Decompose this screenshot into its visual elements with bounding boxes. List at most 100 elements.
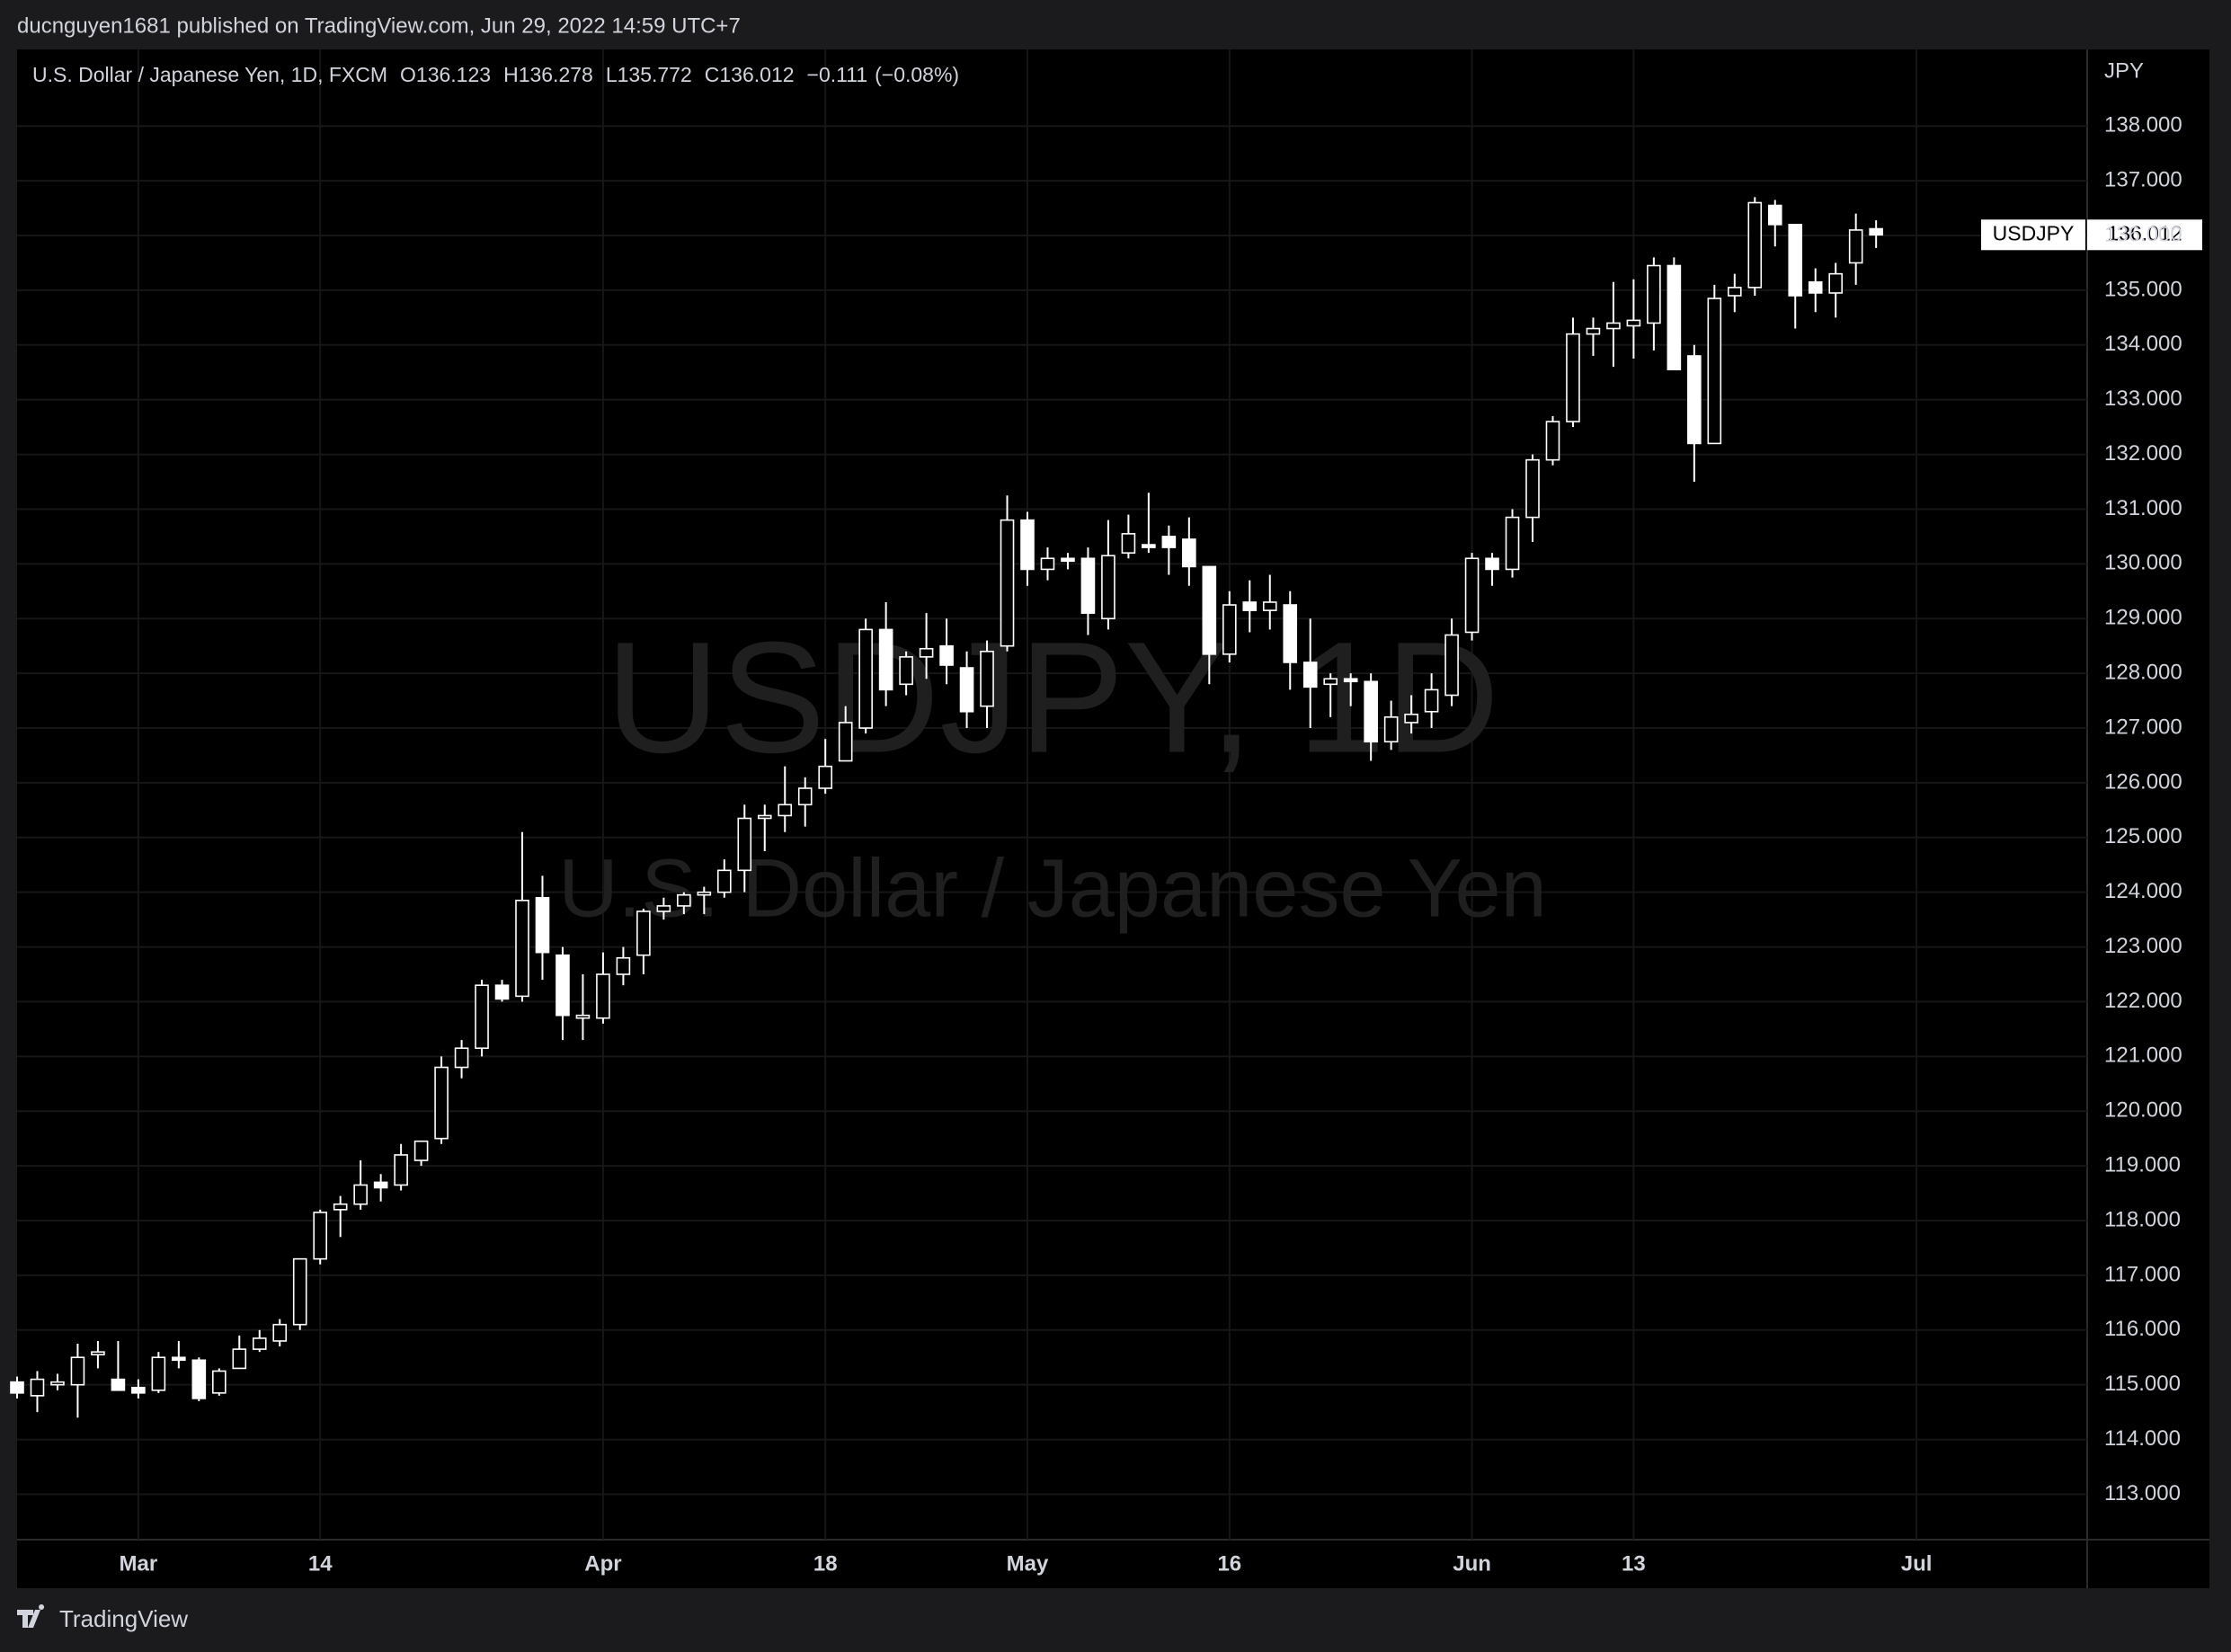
candle-body [70, 1356, 85, 1386]
tag-symbol: USDJPY [1993, 221, 2075, 244]
candle-body [1545, 421, 1560, 461]
candle-body [1464, 557, 1480, 634]
ohlc-value: 136.278 [519, 63, 593, 86]
candle-body [353, 1184, 368, 1205]
ohlc-prefix: H [503, 63, 519, 86]
price-tag: USDJPY 136.012 [1981, 219, 2202, 251]
candle-body [1808, 280, 1823, 294]
y-tick-label: 121.000 [2104, 1044, 2182, 1068]
candle-body [1040, 557, 1055, 571]
y-tick-label: 124.000 [2104, 879, 2182, 903]
watermark-subtitle: U.S. Dollar / Japanese Yen [558, 842, 1547, 934]
logo-icon [17, 1604, 45, 1628]
candle-body [1323, 678, 1338, 686]
candle-body [1707, 298, 1722, 445]
candle-body [575, 1014, 591, 1019]
time-axis-area [17, 1540, 2087, 1588]
candle-body [959, 667, 974, 713]
candle-body [1687, 355, 1702, 445]
candle-body [677, 893, 691, 907]
candle-body [434, 1066, 449, 1140]
candle-body [778, 804, 793, 817]
candle-body [1566, 333, 1580, 422]
candle-body [1485, 557, 1499, 571]
y-tick-label: 117.000 [2104, 1262, 2181, 1286]
candle-body [1606, 322, 1621, 330]
candle-body [1767, 204, 1782, 226]
candle-body [1121, 533, 1136, 554]
candle-body [313, 1212, 328, 1260]
candle-body [272, 1323, 288, 1342]
candle-body [191, 1359, 207, 1399]
candle-body [1182, 538, 1196, 568]
x-tick-label: 14 [308, 1551, 333, 1576]
candle-body [878, 628, 893, 691]
candle-body [818, 765, 833, 789]
y-tick-label: 129.000 [2104, 606, 2182, 630]
candle-body [656, 905, 671, 912]
y-tick-label: 116.000 [2104, 1317, 2181, 1341]
candle-body [697, 891, 712, 896]
candle-body [556, 954, 570, 1017]
y-tick-label: 115.000 [2104, 1372, 2181, 1396]
candle-body [1747, 201, 1763, 289]
candle-body [1667, 264, 1682, 370]
x-tick-label: 18 [813, 1551, 838, 1576]
candle-body [919, 647, 934, 658]
candle-body [596, 973, 610, 1019]
change: −0.111 [807, 63, 868, 86]
candle-body [1222, 604, 1237, 655]
candle-body [1000, 519, 1015, 647]
candle-body [394, 1154, 408, 1186]
candle-body [1142, 544, 1156, 548]
candle-body [636, 910, 651, 956]
candle-body [716, 869, 732, 893]
candle-body [757, 814, 772, 820]
candle-body [1828, 272, 1843, 294]
y-tick-label: 136.000 [2104, 222, 2182, 246]
x-tick-label: 16 [1217, 1551, 1241, 1576]
candle-body [616, 956, 631, 975]
candle-body [1586, 327, 1601, 335]
x-tick-label: Mar [120, 1551, 158, 1576]
candle-body [333, 1203, 348, 1211]
tag-price: 136.012 [2107, 221, 2182, 244]
candle-body [1161, 536, 1177, 548]
y-tick-label: 126.000 [2104, 769, 2182, 794]
candle-body [413, 1140, 429, 1161]
price-axis-area [2087, 49, 2209, 1588]
y-tick-label: 128.000 [2104, 660, 2182, 684]
y-tick-label: 127.000 [2104, 715, 2182, 739]
candle-body [131, 1386, 146, 1394]
candle-body [899, 656, 913, 686]
candle-body [1869, 227, 1883, 236]
candle-body [838, 722, 853, 762]
ohlc-value: 136.123 [416, 63, 491, 86]
candle-body [292, 1257, 307, 1326]
symbol-line: U.S. Dollar / Japanese Yen, 1D, FXCM [32, 63, 387, 86]
y-tick-label: 130.000 [2104, 551, 2182, 575]
x-tick-label: 13 [1622, 1551, 1646, 1576]
candle-body [172, 1356, 186, 1362]
y-tick-label: 138.000 [2104, 113, 2182, 138]
candle-body [475, 984, 489, 1050]
candle-body [1525, 458, 1540, 519]
candle-body [535, 896, 550, 954]
y-tick-label: 137.000 [2104, 167, 2182, 191]
candle-body [939, 644, 954, 666]
footer-logo: TradingView [17, 1604, 188, 1632]
candle-body [1202, 565, 1217, 655]
candle-body [91, 1351, 105, 1355]
candle-body [1647, 264, 1661, 324]
tag-box [1981, 219, 2085, 251]
candle-body [1262, 601, 1277, 611]
candle-body [1302, 662, 1318, 688]
ohlc-legend: U.S. Dollar / Japanese Yen, 1D, FXCM O136… [32, 63, 959, 86]
candle-body [1242, 601, 1258, 611]
ohlc-value: 135.772 [618, 63, 692, 86]
candle-body [737, 817, 752, 872]
x-tick-label: May [1007, 1551, 1049, 1576]
y-tick-label: 122.000 [2104, 989, 2182, 1013]
candle-body [1080, 557, 1096, 614]
y-tick-label: 118.000 [2104, 1207, 2181, 1231]
